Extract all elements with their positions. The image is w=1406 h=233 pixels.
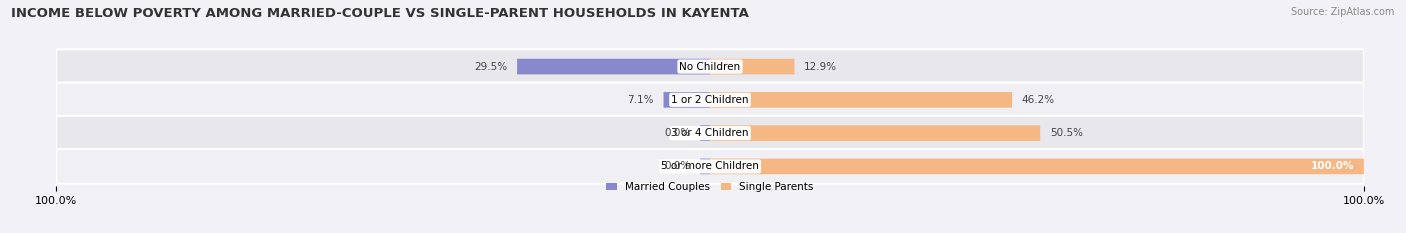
Text: 46.2%: 46.2% [1022, 95, 1054, 105]
Text: Source: ZipAtlas.com: Source: ZipAtlas.com [1291, 7, 1395, 17]
FancyBboxPatch shape [700, 125, 710, 141]
FancyBboxPatch shape [710, 159, 1364, 174]
FancyBboxPatch shape [710, 59, 794, 74]
Text: 1 or 2 Children: 1 or 2 Children [671, 95, 749, 105]
Text: 0.0%: 0.0% [664, 128, 690, 138]
Text: 50.5%: 50.5% [1050, 128, 1083, 138]
Text: 3 or 4 Children: 3 or 4 Children [671, 128, 749, 138]
FancyBboxPatch shape [517, 59, 710, 74]
FancyBboxPatch shape [56, 82, 1364, 117]
Text: INCOME BELOW POVERTY AMONG MARRIED-COUPLE VS SINGLE-PARENT HOUSEHOLDS IN KAYENTA: INCOME BELOW POVERTY AMONG MARRIED-COUPL… [11, 7, 749, 20]
Text: 29.5%: 29.5% [474, 62, 508, 72]
FancyBboxPatch shape [710, 92, 1012, 108]
Text: 5 or more Children: 5 or more Children [661, 161, 759, 171]
Text: 12.9%: 12.9% [804, 62, 838, 72]
FancyBboxPatch shape [56, 149, 1364, 184]
Legend: Married Couples, Single Parents: Married Couples, Single Parents [606, 182, 814, 192]
Text: 7.1%: 7.1% [627, 95, 654, 105]
FancyBboxPatch shape [664, 92, 710, 108]
FancyBboxPatch shape [56, 49, 1364, 84]
FancyBboxPatch shape [56, 116, 1364, 151]
FancyBboxPatch shape [710, 125, 1040, 141]
FancyBboxPatch shape [700, 159, 710, 174]
Text: 100.0%: 100.0% [1310, 161, 1354, 171]
Text: 0.0%: 0.0% [664, 161, 690, 171]
Text: No Children: No Children [679, 62, 741, 72]
